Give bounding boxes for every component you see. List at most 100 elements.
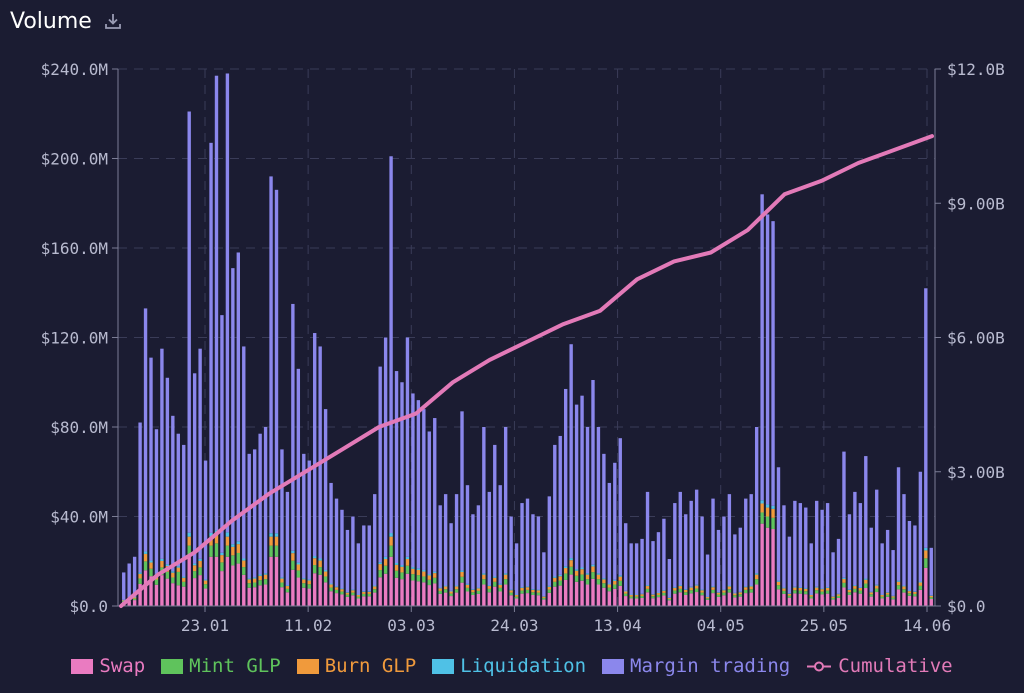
bar-liquidation: [700, 589, 704, 591]
download-icon: [104, 14, 121, 29]
bar-burn: [607, 584, 612, 588]
bar-margin: [929, 547, 933, 596]
bar-margin: [493, 444, 497, 577]
right-tick-label: $6.00B: [947, 329, 1005, 348]
legend-item-liquidation[interactable]: Liquidation: [432, 655, 586, 677]
legend-item-swap[interactable]: Swap: [71, 655, 145, 677]
bar-burn: [302, 579, 306, 584]
bar-swap: [214, 556, 219, 606]
bar-mint: [727, 589, 732, 593]
bar-burn: [296, 564, 301, 571]
bar-liquidation: [542, 596, 546, 597]
bar-mint: [776, 585, 781, 590]
bar-margin: [875, 489, 879, 585]
bar-burn: [329, 584, 333, 588]
bar-burn: [656, 593, 661, 595]
bar-margin: [684, 514, 688, 590]
bar-margin: [400, 382, 404, 566]
bar-swap: [383, 573, 388, 606]
bar-mint: [411, 574, 415, 581]
legend-label-margin-trading: Margin trading: [630, 655, 791, 677]
legend-item-margin-trading[interactable]: Margin trading: [602, 655, 790, 677]
bar-mint: [340, 591, 344, 595]
bar-mint: [231, 555, 235, 566]
bar-burn: [122, 600, 126, 601]
bar-liquidation: [509, 589, 513, 591]
bar-burn: [198, 560, 202, 568]
bar-margin: [569, 344, 573, 559]
bar-margin: [591, 380, 595, 565]
bar-margin: [209, 142, 213, 533]
bar-burn: [689, 587, 693, 591]
legend-item-mint-glp[interactable]: Mint GLP: [161, 655, 281, 677]
legend-item-burn-glp[interactable]: Burn GLP: [296, 655, 416, 677]
bar-swap: [323, 582, 328, 606]
bar-swap: [280, 587, 284, 606]
bar-swap: [820, 594, 824, 606]
bar-liquidation: [574, 569, 579, 571]
legend-swatch-burn-glp: [296, 658, 319, 674]
bar-swap: [345, 596, 350, 606]
bar-liquidation: [749, 585, 753, 587]
bar-burn: [351, 590, 355, 593]
bar-burn: [247, 579, 251, 584]
bar-mint: [214, 543, 219, 557]
bar-liquidation: [667, 597, 672, 598]
bar-mint: [929, 597, 933, 600]
bar-swap: [487, 592, 491, 606]
bar-mint: [176, 571, 180, 586]
bar-mint: [329, 587, 333, 592]
bar-mint: [378, 570, 382, 578]
bar-swap: [498, 591, 502, 606]
bar-liquidation: [209, 532, 213, 537]
bar-margin: [356, 543, 361, 595]
bar-margin: [138, 422, 142, 573]
bar-burn: [509, 590, 513, 593]
bar-margin: [738, 527, 742, 592]
bar-liquidation: [389, 533, 393, 537]
bar-burn: [760, 503, 764, 513]
bar-liquidation: [553, 576, 557, 578]
bar-margin: [187, 111, 191, 533]
bar-liquidation: [618, 575, 622, 577]
bar-liquidation: [138, 572, 142, 574]
bar-swap: [514, 598, 519, 606]
download-button[interactable]: [102, 10, 124, 32]
bar-liquidation: [651, 594, 655, 595]
bar-liquidation: [678, 585, 682, 587]
bar-swap: [613, 588, 617, 606]
bar-swap: [749, 592, 753, 606]
bar-mint: [258, 580, 262, 586]
bar-swap: [815, 593, 819, 606]
bar-mint: [547, 589, 552, 593]
bar-mint: [613, 584, 617, 589]
legend-item-cumulative[interactable]: Cumulative: [806, 655, 953, 677]
bar-liquidation: [498, 583, 502, 585]
axes: $0.0 $40.0M $80.0M $120.0M $160.0M $200.0M $24…: [41, 60, 1005, 635]
bar-margin: [722, 516, 726, 590]
bar-swap: [394, 577, 399, 606]
bar-mint: [531, 592, 535, 595]
bar-liquidation: [918, 581, 923, 583]
bar-liquidation: [645, 585, 650, 587]
bar-margin: [171, 415, 175, 572]
bar-mint: [771, 517, 775, 530]
bar-burn: [389, 536, 393, 546]
bar-margin: [422, 409, 426, 570]
bar-burn: [613, 580, 617, 585]
bar-swap: [553, 586, 557, 606]
bar-burn: [443, 586, 448, 590]
bar-swap: [918, 589, 923, 606]
bar-swap: [127, 600, 131, 606]
bar-liquidation: [307, 579, 311, 581]
bar-swap: [367, 596, 371, 606]
bar-liquidation: [825, 587, 830, 588]
bar-margin: [373, 494, 377, 586]
bar-margin: [558, 435, 562, 575]
bar-liquidation: [673, 587, 677, 588]
bar-margin: [318, 346, 322, 559]
bar-margin: [754, 427, 759, 574]
bar-liquidation: [716, 592, 721, 593]
bar-mint: [345, 594, 350, 597]
bar-liquidation: [411, 567, 415, 569]
